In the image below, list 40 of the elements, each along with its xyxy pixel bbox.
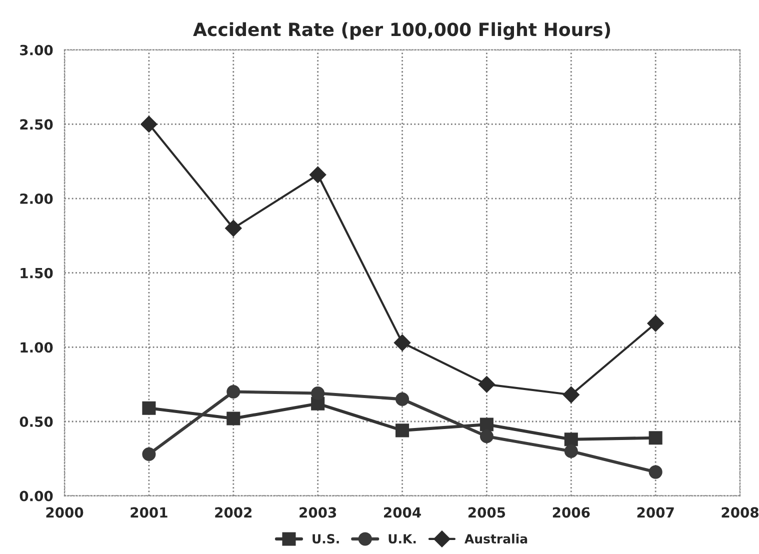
x-tick-label: 2006 <box>552 507 590 518</box>
y-tick-label: 1.00 <box>20 342 53 353</box>
point <box>226 385 240 399</box>
x-tick-label: 2000 <box>46 507 84 518</box>
point <box>478 376 496 393</box>
point <box>480 418 494 432</box>
point <box>396 392 410 406</box>
point <box>142 447 156 461</box>
point <box>226 412 240 426</box>
x-tick-label: 2003 <box>300 507 336 518</box>
point <box>564 432 578 446</box>
point <box>140 116 158 133</box>
y-tick-label: 0.00 <box>20 490 53 502</box>
y-tick-label: 0.50 <box>20 416 53 427</box>
point <box>394 334 411 352</box>
legend-label: U.S. <box>312 534 339 544</box>
point <box>480 430 494 444</box>
x-tick-label: 2008 <box>722 507 758 518</box>
point <box>309 166 326 184</box>
point <box>564 444 578 458</box>
point <box>648 465 662 479</box>
point <box>396 424 410 438</box>
legend-label: U.K. <box>388 534 416 544</box>
x-tick-label: 2005 <box>468 507 506 518</box>
chart-title: Accident Rate (per 100,000 Flight Hours) <box>193 22 610 40</box>
x-tick-label: 2002 <box>215 507 252 518</box>
x-tick-label: 2004 <box>384 507 421 518</box>
point <box>311 386 325 400</box>
point <box>142 401 156 415</box>
point <box>648 431 662 445</box>
x-tick-label: 2001 <box>130 507 168 518</box>
legend-label: Australia <box>464 534 528 544</box>
y-tick-label: 2.50 <box>20 119 53 130</box>
y-tick-label: 2.00 <box>20 193 53 204</box>
x-tick-label: 2007 <box>637 507 674 518</box>
point <box>562 386 580 404</box>
y-tick-label: 3.00 <box>20 44 53 56</box>
point <box>647 315 664 332</box>
y-tick-label: 1.50 <box>20 268 53 278</box>
point <box>225 220 242 237</box>
